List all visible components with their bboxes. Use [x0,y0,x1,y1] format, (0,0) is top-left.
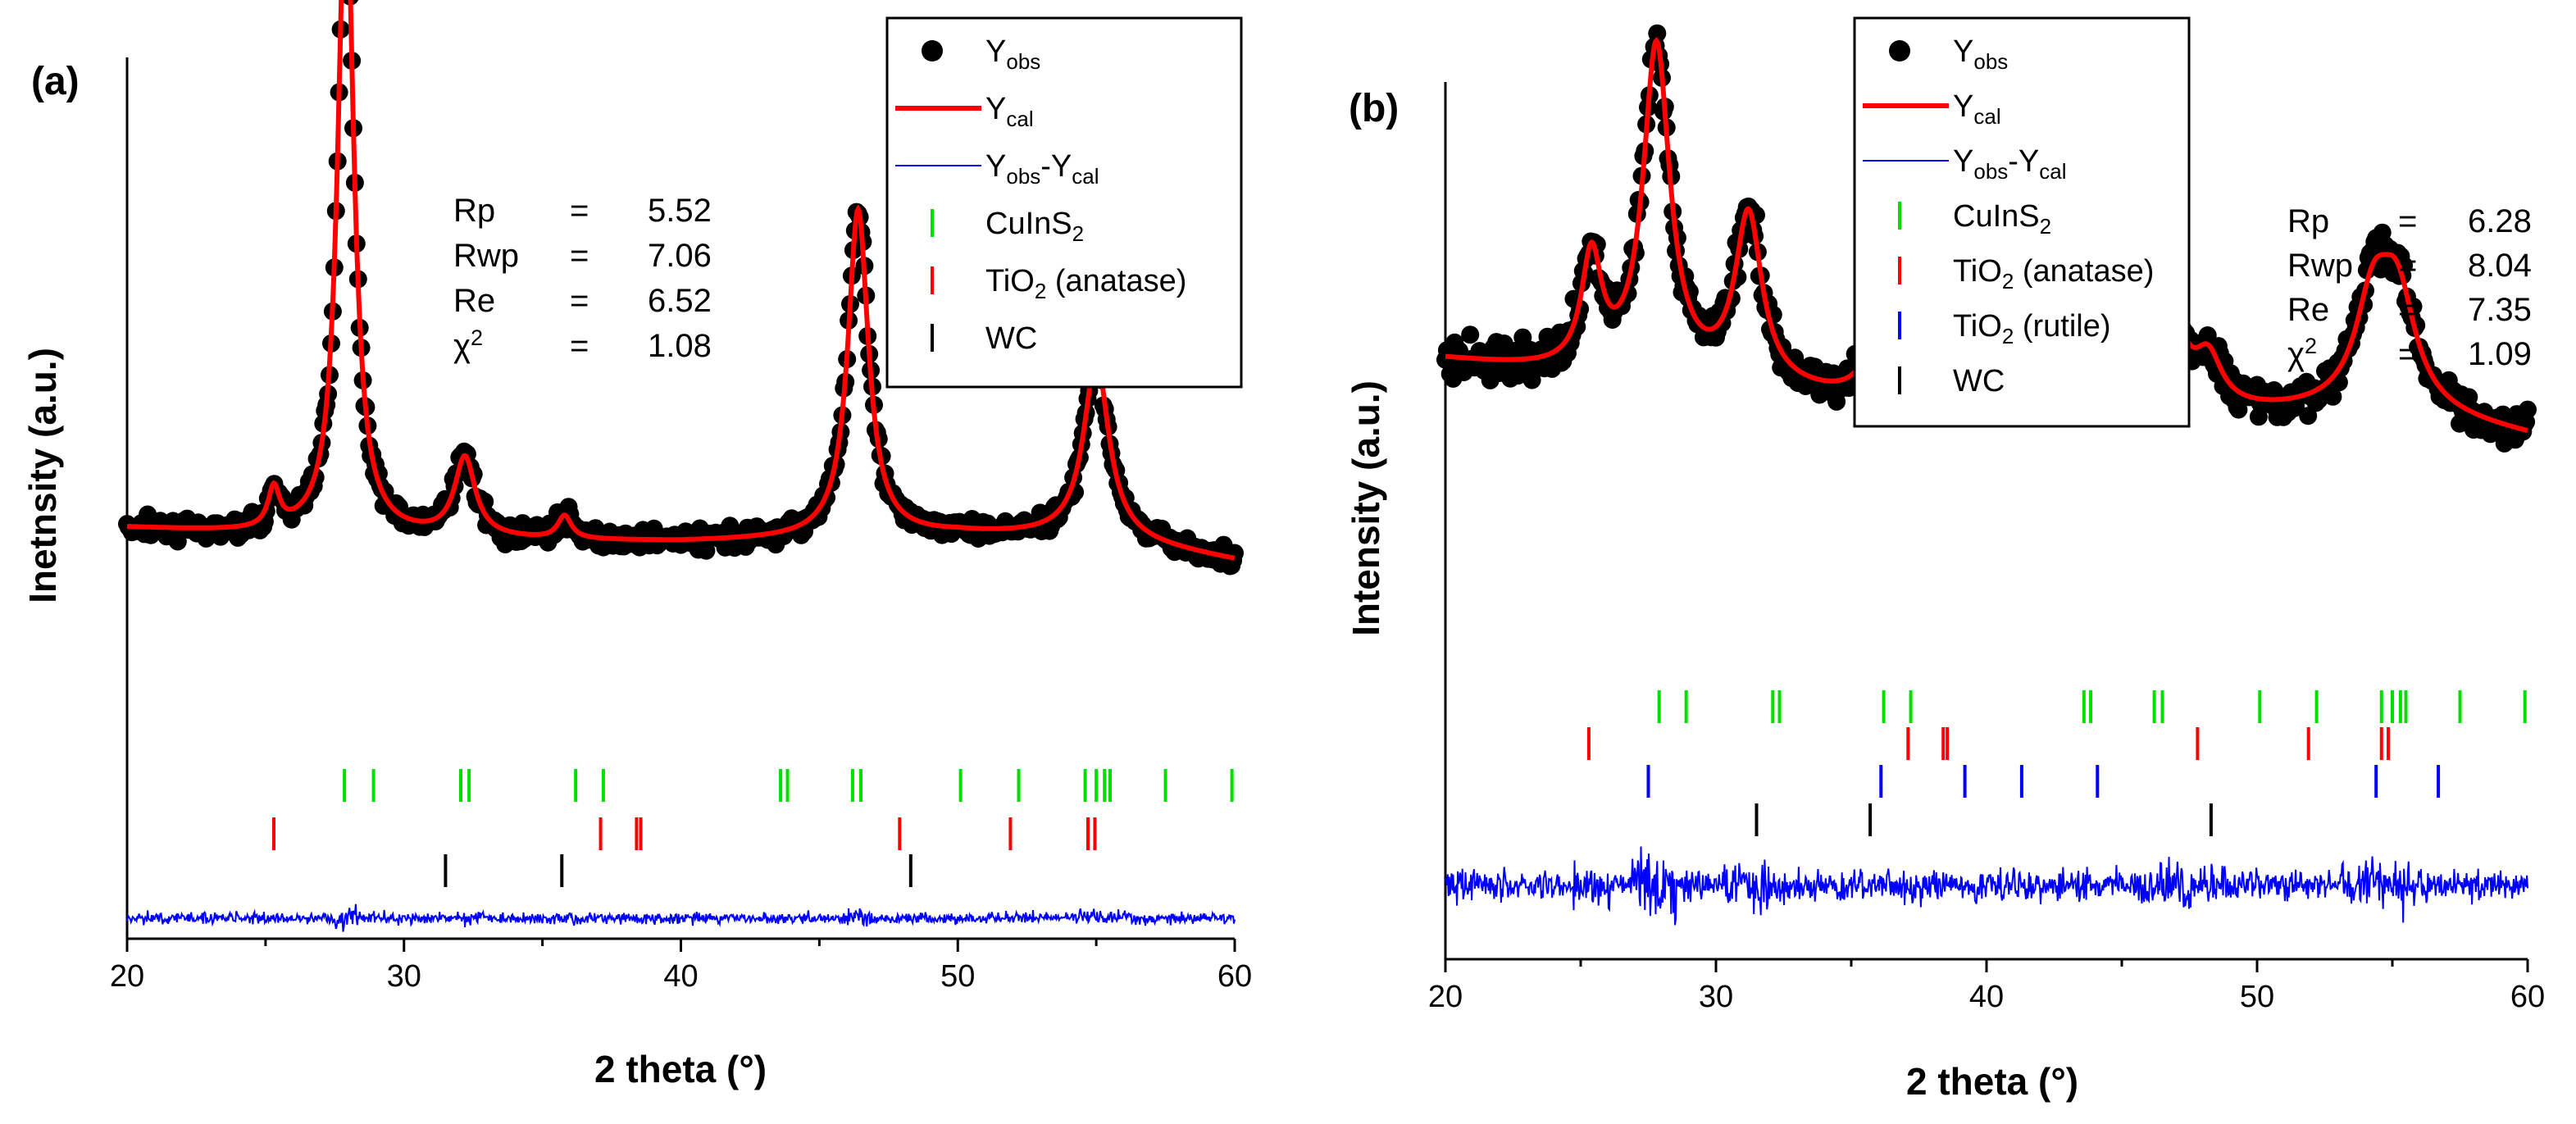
legend-label: WC [985,321,1037,356]
y-diff-series [126,903,1236,932]
stat-value: 1.08 [648,328,712,364]
y-obs-point [1461,325,1480,344]
stat-name: Rwp [453,238,519,274]
reflections-tio2-anatase- [272,817,1097,850]
x-tick-label: 20 [1428,980,1463,1014]
y-obs-point [2323,387,2342,406]
panel-a-y-axis-label: Inetnsity (a.u.) [21,348,64,603]
stat-equals: = [2398,248,2417,284]
legend-label: CuInS2 [985,207,1084,246]
legend-marker [1889,40,1910,61]
y-obs-point [2249,407,2268,426]
x-tick-label: 30 [1699,980,1733,1014]
legend-label: Yobs-Ycal [1953,144,2067,184]
stat-name: χ2 [2287,334,2317,372]
legend-label: Yobs [985,34,1040,74]
stat-name: Rp [453,193,495,229]
stat-equals: = [570,328,589,364]
x-tick-label: 60 [1217,959,1252,994]
x-tick-label: 20 [110,959,144,994]
stat-equals: = [2398,203,2417,239]
reflections-cuins2 [343,769,1234,802]
legend-label: CuInS2 [1953,199,2051,239]
y-cal-series [126,0,1236,561]
panel-a: (a) Inetnsity (a.u.) 2 theta (°) 20 30 40 5… [21,0,1252,1090]
legend-label: Yobs [1953,34,2008,74]
stat-name: Rp [2287,203,2329,239]
stat-equals: = [570,193,589,229]
panel-b-y-axis-label: Intensity (a.u.) [1345,380,1387,636]
refinement-stats: Rp = 6.28 Rwp = 8.04 Re = 7.35 χ2 = 1.09 [2287,203,2532,372]
stat-name: Rwp [2287,248,2353,284]
reflections-tio2-anatase- [1586,727,2391,760]
x-tick-label: 40 [663,959,698,994]
legend-label: TiO2 (anatase) [1953,254,2154,294]
stat-equals: = [570,238,589,274]
reflections-cuins2 [1657,690,2527,723]
x-tick-label: 50 [940,959,975,994]
legend-label: TiO2 (anatase) [985,264,1186,303]
y-obs-point [168,532,187,551]
stat-equals: = [2398,336,2417,372]
legend-box [1853,16,2191,428]
stat-name: Re [453,283,495,319]
legend-label: TiO2 (rutile) [1953,309,2111,348]
stat-value: 7.06 [648,238,712,274]
legend: Yobs Ycal Yobs-Ycal CuInS2 TiO2 (anatase) WC [885,16,1243,389]
stat-value: 1.09 [2468,336,2532,372]
legend-label: Ycal [1953,89,2001,129]
x-tick-label: 40 [1969,980,2004,1014]
legend-marker [922,40,943,61]
stat-name: χ2 [453,325,483,364]
reflections-wc [1755,803,2213,836]
y-obs-point [2519,400,2537,419]
y-obs-point [697,541,716,560]
stat-name: Re [2287,292,2329,328]
legend: Yobs Ycal Yobs-Ycal CuInS2 TiO2 (anatase) TiO… [1853,16,2191,428]
y-obs-point [1827,392,1846,411]
y-obs-point [1522,371,1541,389]
x-tick-label: 30 [387,959,421,994]
reflections-tio2-rutile- [1646,765,2441,798]
stat-equals: = [2398,292,2417,328]
panel-b: (b) Intensity (a.u.) 2 theta (°) 20 30 40 5… [1345,16,2545,1103]
reflections-wc [444,854,913,887]
legend-label: Ycal [985,92,1034,131]
stat-value: 8.04 [2468,248,2532,284]
y-obs-point [1587,235,1606,253]
stat-value: 6.28 [2468,203,2532,239]
panel-b-label: (b) [1349,87,1399,130]
x-tick-label: 60 [2510,980,2545,1014]
legend-label: Yobs-Ycal [985,149,1099,189]
panel-a-x-axis-label: 2 theta (°) [594,1048,767,1090]
panel-b-x-axis-label: 2 theta (°) [1906,1060,2078,1103]
refinement-stats: Rp = 5.52 Rwp = 7.06 Re = 6.52 χ2 = 1.08 [453,193,712,364]
stat-equals: = [570,283,589,319]
legend-label: WC [1953,364,2005,398]
stat-value: 5.52 [648,193,712,229]
stat-value: 6.52 [648,283,712,319]
legend-box [885,16,1243,389]
x-tick-label: 50 [2240,980,2274,1014]
y-diff-series [1445,846,2528,926]
y-obs-point [1648,24,1667,43]
panel-a-label: (a) [31,60,80,103]
stat-value: 7.35 [2468,292,2532,328]
